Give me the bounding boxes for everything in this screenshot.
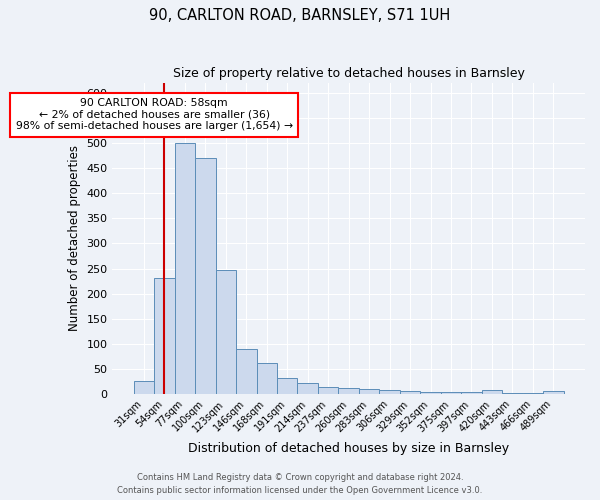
X-axis label: Distribution of detached houses by size in Barnsley: Distribution of detached houses by size …: [188, 442, 509, 455]
Bar: [215, 270, 236, 394]
Bar: [461, 392, 482, 394]
Bar: [420, 392, 441, 394]
Title: Size of property relative to detached houses in Barnsley: Size of property relative to detached ho…: [173, 68, 524, 80]
Bar: [195, 158, 215, 394]
Text: 90, CARLTON ROAD, BARNSLEY, S71 1UH: 90, CARLTON ROAD, BARNSLEY, S71 1UH: [149, 8, 451, 22]
Bar: [175, 143, 195, 394]
Bar: [338, 388, 359, 394]
Bar: [359, 389, 379, 394]
Bar: [134, 382, 154, 394]
Bar: [236, 350, 257, 394]
Bar: [543, 392, 563, 394]
Bar: [257, 363, 277, 394]
Bar: [298, 383, 318, 394]
Bar: [400, 392, 420, 394]
Bar: [277, 378, 298, 394]
Bar: [379, 390, 400, 394]
Text: 90 CARLTON ROAD: 58sqm
← 2% of detached houses are smaller (36)
98% of semi-deta: 90 CARLTON ROAD: 58sqm ← 2% of detached …: [16, 98, 293, 132]
Text: Contains HM Land Registry data © Crown copyright and database right 2024.
Contai: Contains HM Land Registry data © Crown c…: [118, 474, 482, 495]
Y-axis label: Number of detached properties: Number of detached properties: [68, 146, 81, 332]
Bar: [318, 387, 338, 394]
Bar: [154, 278, 175, 394]
Bar: [441, 392, 461, 394]
Bar: [482, 390, 502, 394]
